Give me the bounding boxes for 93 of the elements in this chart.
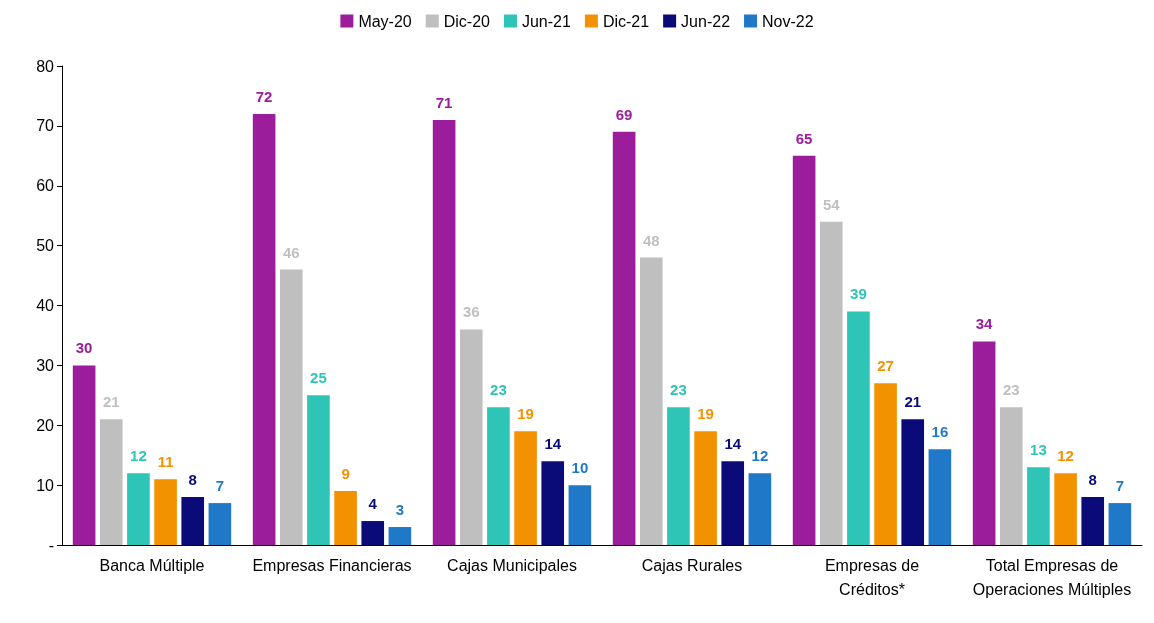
data-label: 23 (1002, 381, 1020, 399)
data-label: 8 (188, 471, 197, 489)
data-label: 7 (215, 477, 225, 495)
data-label: 12 (130, 447, 147, 465)
data-label: 48 (642, 231, 660, 249)
bar (1054, 473, 1077, 545)
bar (568, 485, 592, 545)
bar (541, 461, 565, 545)
bar (307, 395, 330, 545)
bar (874, 383, 897, 545)
data-label: 13 (1030, 441, 1047, 459)
data-label: 19 (517, 405, 534, 423)
data-label: 65 (795, 129, 813, 147)
bar (279, 269, 303, 545)
bar (388, 527, 412, 545)
data-label: 8 (1088, 471, 1097, 489)
data-label: 3 (395, 501, 405, 519)
bar (667, 407, 690, 545)
data-label: 4 (368, 495, 378, 513)
bar (792, 155, 816, 545)
legend-label: Dic-21 (602, 12, 650, 30)
bar (252, 113, 276, 545)
y-tick-label: 80 (36, 57, 55, 75)
bar (72, 365, 96, 545)
data-label: 19 (697, 405, 714, 423)
data-label: 36 (462, 303, 480, 321)
bar (208, 503, 232, 545)
y-tick-label: 60 (36, 177, 55, 195)
bar (514, 431, 537, 545)
data-label: 46 (282, 243, 300, 261)
bar (127, 473, 150, 545)
data-label: 12 (751, 447, 769, 465)
bar (999, 407, 1023, 545)
y-tick-label: 40 (36, 297, 55, 314)
data-label: 69 (615, 105, 633, 123)
bar (487, 407, 510, 545)
data-label: 23 (490, 381, 507, 399)
legend-label: Jun-21 (521, 12, 571, 30)
bar (972, 341, 996, 545)
data-label: 23 (670, 381, 687, 399)
data-label: 54 (822, 195, 841, 213)
legend-label: May-20 (358, 12, 412, 30)
y-tick-label: 10 (36, 476, 55, 494)
y-tick-label: 50 (36, 237, 55, 255)
bar (928, 449, 952, 545)
legend-label: Dic-20 (443, 12, 491, 30)
data-label: 14 (544, 435, 562, 453)
x-tick-label: Empresas Financieras (252, 556, 412, 574)
bar (99, 419, 123, 545)
bar (361, 521, 385, 545)
data-label: 27 (877, 357, 894, 375)
y-tick-label: - (48, 536, 54, 554)
data-label: 14 (724, 435, 742, 453)
data-label: 34 (975, 315, 994, 333)
y-tick-label: 70 (36, 117, 55, 135)
y-tick-label: 30 (36, 356, 55, 374)
bar (181, 497, 205, 545)
x-tick-label: Cajas Municipales (447, 556, 577, 574)
data-label: 7 (1115, 477, 1125, 495)
data-label: 30 (75, 339, 93, 357)
x-tick-label: Banca Múltiple (99, 556, 205, 574)
bar (334, 491, 357, 545)
data-label: 10 (571, 459, 589, 477)
data-label: 39 (850, 285, 867, 303)
bar (1108, 503, 1132, 545)
bar (154, 479, 177, 545)
bar (847, 311, 870, 545)
data-label: 12 (1057, 447, 1074, 465)
x-tick-label: Empresas de Créditos* (824, 556, 920, 598)
bar (694, 431, 717, 545)
bar (1027, 467, 1050, 545)
bar (819, 221, 843, 545)
bar (432, 119, 456, 545)
x-tick-label: Cajas Rurales (641, 556, 743, 574)
bar (1081, 497, 1105, 545)
data-label: 72 (255, 87, 273, 105)
bar (459, 329, 483, 545)
data-label: 25 (310, 369, 327, 387)
data-label: 21 (102, 393, 120, 411)
bar (612, 131, 636, 545)
x-tick-label: Total Empresas de Operaciones Múltiples (972, 556, 1132, 598)
legend-label: Nov-22 (762, 12, 814, 30)
legend-label: Jun-22 (681, 12, 731, 30)
data-label: 71 (435, 93, 453, 111)
bar (748, 473, 772, 545)
y-tick-label: 20 (36, 416, 55, 434)
data-label: 11 (157, 453, 174, 471)
bar (901, 419, 925, 545)
data-label: 21 (904, 393, 922, 411)
bar (639, 257, 663, 545)
bar (721, 461, 745, 545)
data-label: 9 (341, 465, 350, 483)
data-label: 16 (931, 423, 949, 441)
